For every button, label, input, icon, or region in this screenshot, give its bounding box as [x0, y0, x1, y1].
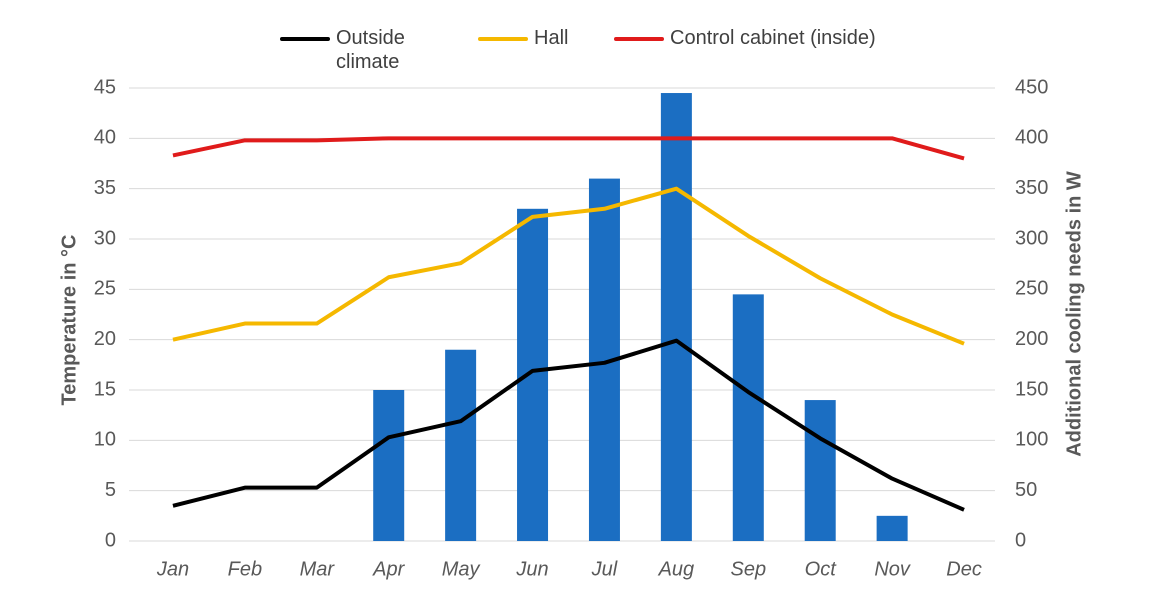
y-tick-label: 5 — [105, 479, 116, 501]
x-tick-label: Jan — [156, 558, 189, 580]
y2-tick-label: 450 — [1015, 76, 1048, 98]
legend-swatch — [280, 37, 330, 41]
y2-tick-label: 50 — [1015, 479, 1037, 501]
x-tick-label: Nov — [874, 558, 911, 580]
y2-tick-label: 150 — [1015, 378, 1048, 400]
legend-label: Control cabinet (inside) — [670, 27, 876, 49]
y2-axis-title: Additional cooling needs in W — [1063, 171, 1085, 457]
x-tick-label: Apr — [372, 558, 405, 580]
y2-tick-label: 350 — [1015, 177, 1048, 199]
x-tick-label: Dec — [946, 558, 982, 580]
x-tick-label: Jul — [591, 558, 618, 580]
legend-item: Outside climate — [280, 26, 416, 74]
y-tick-label: 25 — [94, 278, 116, 300]
y-tick-label: 20 — [94, 328, 116, 350]
x-tick-label: Mar — [300, 558, 336, 580]
y2-tick-label: 0 — [1015, 529, 1026, 551]
x-tick-label: Feb — [228, 558, 262, 580]
legend-swatch — [614, 37, 664, 41]
y2-tick-label: 200 — [1015, 328, 1048, 350]
y-tick-label: 0 — [105, 529, 116, 551]
legend-item: Hall — [478, 26, 568, 50]
x-tick-label: Oct — [805, 558, 838, 580]
legend-swatch — [478, 37, 528, 41]
bar — [732, 294, 764, 541]
legend-item: Control cabinet (inside) — [614, 26, 876, 50]
y2-tick-label: 100 — [1015, 429, 1048, 451]
bar — [445, 349, 477, 541]
x-tick-label: Jun — [515, 558, 548, 580]
line — [172, 186, 965, 346]
bar — [373, 390, 405, 541]
bar — [517, 208, 549, 542]
y-tick-label: 40 — [94, 127, 116, 149]
y-axis-title: Temperature in °C — [58, 235, 80, 406]
line — [172, 338, 965, 512]
y-tick-label: 15 — [94, 378, 116, 400]
x-tick-label: Sep — [730, 558, 766, 580]
x-tick-label: Aug — [658, 558, 695, 580]
y-tick-label: 45 — [94, 76, 116, 98]
y-tick-label: 10 — [94, 429, 116, 451]
y-tick-label: 30 — [94, 227, 116, 249]
y2-tick-label: 400 — [1015, 127, 1048, 149]
legend-label: Outside climate — [336, 27, 405, 73]
y2-tick-label: 300 — [1015, 227, 1048, 249]
legend-label: Hall — [534, 27, 569, 49]
bar — [804, 400, 836, 541]
bar — [876, 515, 908, 541]
y-tick-label: 35 — [94, 177, 116, 199]
x-tick-label: May — [442, 558, 481, 580]
bar — [660, 93, 692, 542]
line — [172, 136, 965, 161]
y2-tick-label: 250 — [1015, 278, 1048, 300]
